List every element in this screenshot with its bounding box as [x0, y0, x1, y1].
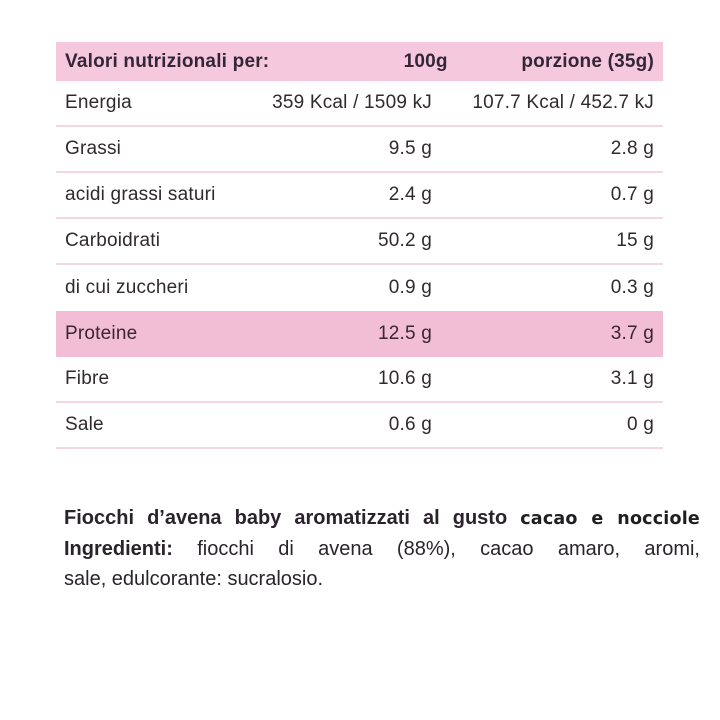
row-value-100g: 359 Kcal / 1509 kJ	[272, 92, 432, 113]
ingredients-text: fiocchi di avena (88%), cacao amaro, aro…	[197, 538, 700, 560]
row-value-100g: 50.2 g	[377, 230, 432, 251]
ingredients-line: Ingredienti: fiocchi di avena (88%), cac…	[64, 534, 700, 564]
product-flavor-text: cacao e nocciole	[520, 509, 700, 529]
ingredients-line-2: sale, edulcorante: sucralosio.	[64, 564, 700, 594]
table-row-carboidrati: Carboidrati 50.2 g 15 g	[56, 219, 663, 265]
row-value-100g: 10.6 g	[377, 368, 432, 389]
row-value-portion: 0.3 g	[610, 277, 654, 298]
header-col-portion: porzione (35g)	[521, 50, 654, 72]
row-label: Proteine	[65, 323, 138, 344]
row-value-portion: 3.7 g	[610, 323, 654, 344]
row-value-100g: 2.4 g	[388, 184, 432, 205]
table-row-proteine: Proteine 12.5 g 3.7 g	[56, 311, 663, 357]
row-value-portion: 0.7 g	[610, 184, 654, 205]
row-value-portion: 3.1 g	[610, 368, 654, 389]
row-value-portion: 15 g	[616, 230, 654, 251]
row-label: di cui zuccheri	[65, 277, 189, 298]
row-label: Grassi	[65, 138, 122, 159]
table-row-di-cui-zuccheri: di cui zuccheri 0.9 g 0.3 g	[56, 265, 663, 311]
row-value-portion: 0 g	[626, 414, 654, 435]
product-name-text: Fiocchi d’avena baby aromatizzati al gus…	[64, 507, 508, 529]
row-value-portion: 2.8 g	[610, 138, 654, 159]
nutrition-table-header: Valori nutrizionali per: 100g porzione (…	[56, 42, 663, 81]
table-row-acidi-grassi-saturi: acidi grassi saturi 2.4 g 0.7 g	[56, 173, 663, 219]
row-label: Carboidrati	[65, 230, 161, 251]
row-value-portion: 107.7 Kcal / 452.7 kJ	[472, 92, 654, 113]
product-name-line: Fiocchi d’avena baby aromatizzati al gus…	[64, 503, 700, 534]
ingredients-text-2: sale, edulcorante: sucralosio.	[64, 568, 324, 590]
table-row-sale: Sale 0.6 g 0 g	[56, 403, 663, 449]
table-row-energia: Energia 359 Kcal / 1509 kJ 107.7 Kcal / …	[56, 81, 663, 127]
row-value-100g: 12.5 g	[377, 323, 432, 344]
header-col-100g: 100g	[403, 50, 448, 72]
row-value-100g: 9.5 g	[388, 138, 432, 159]
table-row-grassi: Grassi 9.5 g 2.8 g	[56, 127, 663, 173]
table-row-fibre: Fibre 10.6 g 3.1 g	[56, 357, 663, 403]
product-description: Fiocchi d’avena baby aromatizzati al gus…	[64, 503, 700, 594]
row-label: Energia	[65, 92, 132, 113]
row-label: Sale	[65, 414, 104, 435]
row-label: acidi grassi saturi	[65, 184, 216, 205]
ingredients-label: Ingredienti:	[64, 538, 173, 560]
row-label: Fibre	[65, 368, 110, 389]
header-values-per-label: Valori nutrizionali per:	[65, 50, 270, 72]
row-value-100g: 0.6 g	[388, 414, 432, 435]
nutrition-table: Valori nutrizionali per: 100g porzione (…	[56, 42, 663, 449]
row-value-100g: 0.9 g	[388, 277, 432, 298]
